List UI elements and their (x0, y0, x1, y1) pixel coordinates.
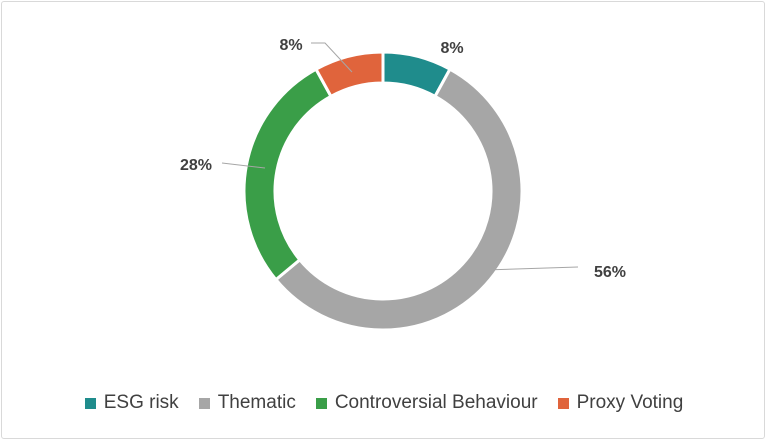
donut-slice-thematic (273, 67, 524, 332)
legend-item: Thematic (198, 392, 296, 414)
legend-label: ESG risk (103, 392, 179, 413)
donut-chart: 8% 56% 28% 8% (180, 37, 626, 332)
leader-line (221, 162, 266, 169)
legend-swatch (557, 397, 569, 409)
legend: ESG risk Thematic Controversial Behaviour P… (0, 392, 768, 414)
legend-label: Thematic (217, 392, 296, 413)
data-labels: 8% 56% 28% 8% (180, 37, 626, 281)
legend-label: Proxy Voting (576, 392, 684, 413)
donut-slice-controversial-behaviour (242, 67, 334, 282)
leader-lines (221, 42, 579, 271)
legend-swatch (315, 397, 327, 409)
leader-line (311, 42, 353, 73)
data-label: 56% (594, 264, 626, 281)
data-label: 28% (180, 157, 212, 174)
data-label: 8% (440, 40, 463, 57)
legend-item: Controversial Behaviour (315, 392, 538, 414)
legend-item: ESG risk (84, 392, 179, 414)
legend-label: Controversial Behaviour (334, 392, 538, 413)
donut-slice-proxy-voting (313, 50, 385, 99)
donut-slices (242, 50, 524, 332)
legend-swatch (198, 397, 210, 409)
legend-swatch (84, 397, 96, 409)
leader-line (483, 266, 579, 271)
legend-item: Proxy Voting (557, 392, 684, 414)
data-label: 8% (279, 37, 302, 54)
